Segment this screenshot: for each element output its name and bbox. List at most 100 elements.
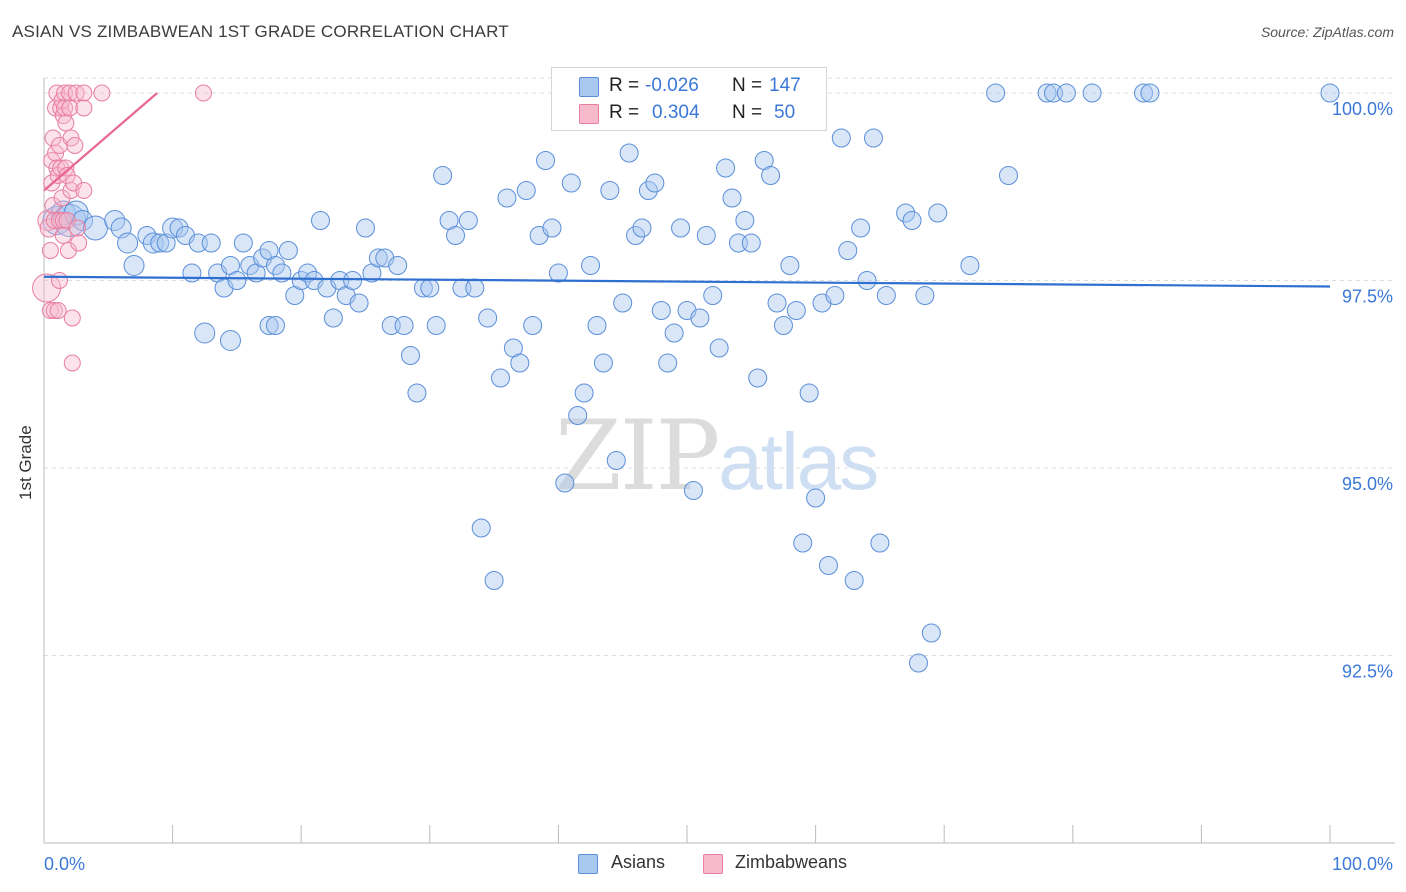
asian-point [182,263,202,283]
y-tick-label: 100.0% [1332,99,1393,119]
asian-point [716,158,736,178]
asian-point [568,406,588,425]
asian-point [960,256,980,275]
asian-point [902,211,922,230]
asian-point [394,316,414,335]
asian-point [683,481,703,500]
asian-point [1037,83,1057,103]
asian-point [555,473,575,493]
zimbabwean-n-value: 50 [774,102,796,123]
asian-point [748,368,768,388]
asian-point [626,226,646,245]
asian-point [169,218,189,238]
asian-point [72,210,94,231]
asian-point [780,256,800,275]
asian-legend-swatch [579,77,599,97]
asian-point [401,346,421,365]
asian-point [581,256,601,275]
asian-point [194,322,216,344]
asian-point [536,151,556,170]
zimbabwean-point [45,212,63,229]
zimbabwean-n-label: N = [732,102,763,123]
asian-point [651,301,671,320]
zimbabweans-legend-swatch [703,854,723,874]
asian-point [265,256,285,275]
asian-point [298,263,318,283]
source-credit: Source: ZipAtlas.com [1260,24,1394,40]
asians-legend-swatch [578,854,598,874]
asian-point [150,233,170,253]
asian-point [1056,83,1076,103]
asian-point [497,188,517,208]
zimbabwean-point [70,234,88,252]
asian-point [356,218,375,238]
asian-r-value: -0.026 [645,75,699,96]
asian-point [278,241,298,260]
y-axis-label: 1st Grade [16,425,35,500]
asian-point [915,286,935,305]
asian-r-label: R = [609,75,640,96]
x-tick-label: 100.0% [1332,854,1393,874]
asian-point [323,308,343,328]
zimbabwean-point [41,242,59,259]
asian-point [433,166,453,185]
asian-point [516,181,536,200]
zimbabwean-point [49,302,67,319]
zimbabwean-r-value: 0.304 [652,102,700,123]
asian-point [999,166,1018,185]
asian-point [523,316,543,335]
asian-point [908,653,928,673]
x-tick-label: 0.0% [44,854,85,874]
zimbabwean-point [194,84,212,102]
watermark: ZIPatlas [555,400,879,512]
asian-point [703,286,723,305]
asian-point [786,301,806,320]
y-tick-label: 92.5% [1342,662,1393,682]
zimbabwean-point [75,84,93,102]
zimbabwean-point [66,137,84,154]
y-tick-label: 95.0% [1342,474,1393,494]
zimbabwean-point [93,84,111,102]
asian-point [767,293,787,313]
asian-point [388,256,408,275]
zimbabwean-point [54,227,72,244]
asian-point [446,226,466,245]
correlation-legend: R = -0.026 N = 147 R = 0.304 N = 50 [551,67,827,131]
asian-point [696,226,716,245]
asian-point [227,271,247,290]
chart-title: ASIAN VS ZIMBABWEAN 1ST GRADE CORRELATIO… [12,22,509,41]
asian-point [426,316,446,335]
zimbabwean-point [75,182,93,199]
asian-point [638,181,658,200]
asian-point [343,271,363,290]
asian-point [825,286,845,305]
asian-point [671,218,691,238]
asian-point [870,533,890,553]
asian-point [632,218,652,238]
asian-point [690,308,710,328]
watermark-zip: ZIP [555,400,720,512]
zimbabwean-point [54,212,72,229]
asian-point [613,293,633,313]
asian-point [82,215,108,241]
zimbabwean-r-label: R = [609,102,640,123]
asian-point [561,173,581,193]
asian-n-value: 147 [769,75,801,96]
asian-point [818,556,838,575]
y-tick-label: 97.5% [1342,287,1393,307]
asian-point [548,263,568,283]
series-legend: Asians Zimbabweans [578,852,878,876]
asian-point [1082,83,1102,103]
asian-point [471,518,491,538]
asian-point [806,488,826,508]
asian-point [857,271,877,290]
asian-point [233,233,253,253]
asian-point [741,233,761,253]
zimbabwean-point [56,99,74,117]
asian-point [574,383,594,403]
asian-point [664,323,684,343]
zimbabwean-point [50,272,68,289]
asian-n-label: N = [732,75,763,96]
asian-point [851,218,871,238]
